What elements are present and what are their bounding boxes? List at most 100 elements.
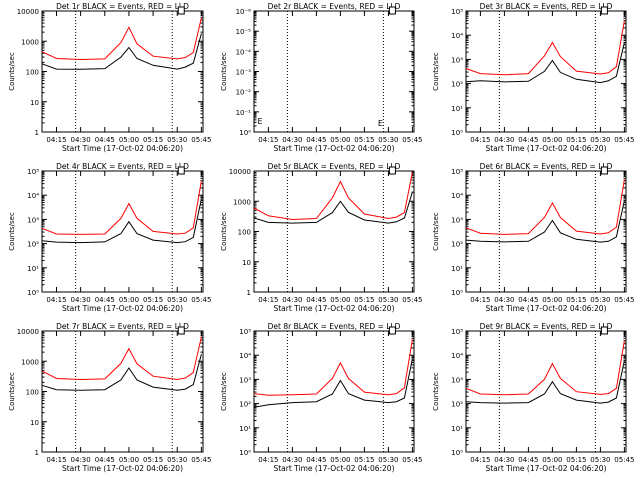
x-tick-label: 04:15 [470, 456, 490, 464]
x-tick-label: 04:30 [494, 136, 514, 144]
x-tick-label: 05:15 [354, 296, 374, 304]
x-tick-label: 05:15 [354, 136, 374, 144]
x-tick-label: 04:45 [518, 136, 538, 144]
y-tick-label: 10000 [17, 328, 39, 336]
marker-box [177, 166, 185, 175]
y-tick-label: 1000 [21, 38, 39, 46]
x-tick-label: 05:00 [330, 136, 350, 144]
x-tick-label: 05:15 [143, 136, 163, 144]
x-axis-label: Start Time (17-Oct-02 04:06:20) [273, 304, 394, 313]
x-tick-label: 04:45 [95, 136, 115, 144]
y-tick-label: 10⁻⁶ [236, 8, 252, 16]
x-tick-label: 05:30 [378, 456, 398, 464]
chart-title: Det 6r BLACK = Events, RED = LLD [480, 162, 613, 171]
y-tick-label: 10⁻⁵ [236, 28, 252, 36]
chart-panel: Det 6r BLACK = Events, RED = LLD 10⁰ 10¹ 10… [432, 162, 634, 313]
x-tick-label: 04:30 [71, 456, 91, 464]
x-axis-label: Start Time (17-Oct-02 04:06:20) [485, 464, 606, 473]
x-tick-label: 04:15 [258, 296, 278, 304]
y-tick-label: 10³ [239, 376, 251, 384]
x-axis-label: Start Time (17-Oct-02 04:06:20) [273, 464, 394, 473]
y-tick-label: 10⁵ [451, 168, 463, 176]
x-tick-label: 05:45 [614, 136, 634, 144]
series-line-lld [41, 17, 202, 61]
series-line-events [465, 360, 625, 404]
y-tick-label: 10¹ [239, 425, 251, 433]
y-tick-label: 10³ [451, 216, 463, 224]
x-tick-label: 05:30 [167, 136, 187, 144]
x-tick-label: 04:15 [46, 296, 66, 304]
y-tick-label: 10⁴ [451, 192, 463, 200]
x-tick-label: 05:15 [566, 296, 586, 304]
x-tick-label: 05:30 [590, 296, 610, 304]
series-line-events [41, 33, 202, 70]
chart-title: Det 5r BLACK = Events, RED = LLD [268, 162, 401, 171]
x-tick-label: 04:30 [494, 296, 514, 304]
y-axis-label: Counts/sec [220, 52, 228, 91]
x-axis-label: Start Time (17-Oct-02 04:06:20) [62, 304, 183, 313]
plot-frame [465, 10, 627, 133]
x-tick-label: 04:15 [470, 296, 490, 304]
y-tick-label: 10⁵ [451, 8, 463, 16]
plot-frame [41, 330, 204, 453]
x-tick-label: 04:30 [282, 296, 302, 304]
annotation-label: E [257, 117, 262, 126]
y-tick-label: 10⁵ [451, 328, 463, 336]
y-tick-label: 10 [242, 259, 251, 267]
y-axis-label: Counts/sec [8, 212, 16, 251]
y-tick-label: 10⁰ [451, 289, 463, 297]
chart-title: Det 7r BLACK = Events, RED = LLD [56, 322, 189, 331]
x-tick-label: 04:15 [470, 136, 490, 144]
y-tick-label: 10⁰ [451, 129, 463, 137]
x-tick-label: 04:15 [258, 456, 278, 464]
y-tick-label: 10⁻⁴ [236, 48, 252, 56]
x-tick-label: 05:30 [590, 456, 610, 464]
chart-panel: Det 2r BLACK = Events, RED = LLD 10⁰ 10⁻¹ 1… [220, 2, 422, 153]
y-axis-label: Counts/sec [8, 372, 16, 411]
x-axis-label: Start Time (17-Oct-02 04:06:20) [62, 464, 183, 473]
y-tick-label: 100 [26, 389, 39, 397]
marker-box [600, 326, 608, 335]
chart-title: Det 4r BLACK = Events, RED = LLD [56, 162, 189, 171]
chart-title: Det 8r BLACK = Events, RED = LLD [268, 322, 401, 331]
y-tick-label: 10⁰ [27, 289, 39, 297]
y-tick-label: 100 [238, 229, 251, 237]
x-tick-label: 04:30 [71, 296, 91, 304]
y-tick-label: 10⁴ [239, 352, 251, 360]
y-tick-label: 10³ [27, 216, 39, 224]
y-tick-label: 10⁵ [239, 328, 251, 336]
x-tick-label: 05:45 [614, 296, 634, 304]
x-tick-label: 05:45 [614, 456, 634, 464]
y-tick-label: 100 [26, 69, 39, 77]
marker-box [388, 166, 396, 175]
x-tick-label: 04:45 [306, 136, 326, 144]
y-axis-label: Counts/sec [432, 52, 440, 91]
x-tick-label: 05:30 [378, 296, 398, 304]
chart-panel: Det 3r BLACK = Events, RED = LLD 10⁰ 10¹ 10… [432, 2, 634, 153]
x-tick-label: 05:45 [402, 296, 422, 304]
x-tick-label: 04:30 [282, 136, 302, 144]
y-tick-label: 10² [27, 241, 39, 249]
x-tick-label: 05:45 [402, 456, 422, 464]
y-tick-label: 10 [30, 419, 39, 427]
y-tick-label: 10⁻³ [236, 69, 252, 77]
chart-panel: Det 7r BLACK = Events, RED = LLD 1 10 100 10… [8, 322, 211, 473]
marker-box [177, 6, 185, 15]
y-tick-label: 10⁴ [451, 32, 463, 40]
y-axis-label: Counts/sec [220, 372, 228, 411]
y-tick-label: 1 [35, 449, 39, 457]
x-tick-label: 04:30 [282, 456, 302, 464]
y-tick-label: 10⁰ [239, 449, 251, 457]
series-line-lld [253, 172, 413, 221]
y-tick-label: 10³ [451, 56, 463, 64]
y-tick-label: 10⁰ [451, 449, 463, 457]
series-line-lld [253, 339, 413, 396]
series-line-lld [465, 20, 625, 76]
x-tick-label: 04:45 [306, 456, 326, 464]
y-tick-label: 1 [247, 289, 251, 297]
y-tick-label: 10000 [17, 8, 39, 16]
x-tick-label: 05:00 [542, 456, 562, 464]
series-line-lld [465, 179, 625, 235]
x-tick-label: 04:15 [46, 136, 66, 144]
